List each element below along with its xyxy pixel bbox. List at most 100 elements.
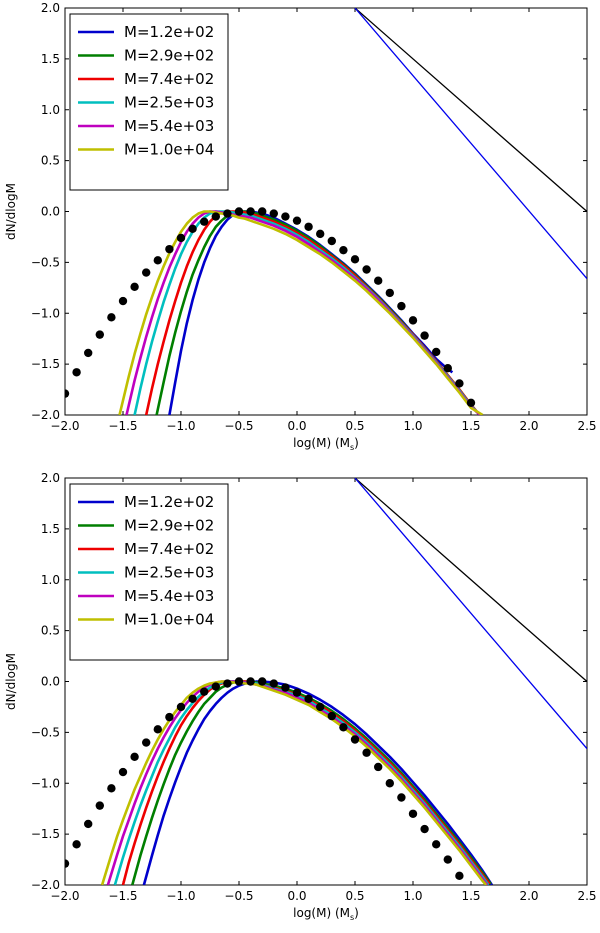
y-tick-label: −2.0 — [31, 878, 60, 892]
data-point — [397, 301, 406, 311]
y-tick-label: −2.0 — [31, 408, 60, 422]
legend-label: M=1.0e+04 — [124, 611, 214, 629]
data-point — [258, 207, 267, 216]
x-axis-title: log(M) (Ms) — [293, 436, 359, 452]
data-point — [374, 276, 383, 285]
legend-label: M=1.2e+02 — [124, 23, 214, 41]
reference-line-slope-black — [354, 8, 587, 212]
data-point — [142, 738, 151, 747]
data-point — [292, 688, 302, 697]
data-point — [72, 840, 81, 849]
data-point — [107, 784, 116, 793]
x-tick-label: −1.5 — [108, 889, 137, 903]
data-point — [339, 245, 348, 255]
data-point — [95, 330, 105, 339]
x-axis-title-main: log(M) (M — [293, 906, 350, 920]
y-tick-label: −1.0 — [31, 776, 60, 790]
data-point — [350, 735, 360, 744]
data-point — [84, 348, 93, 358]
x-tick-label: 0.5 — [345, 419, 364, 433]
data-point — [176, 702, 186, 712]
x-tick-label: 2.0 — [519, 419, 538, 433]
data-point — [211, 682, 220, 691]
data-point — [246, 677, 255, 686]
x-tick-label: −0.5 — [224, 419, 253, 433]
y-tick-label: 1.0 — [41, 103, 60, 117]
legend-label: M=2.9e+02 — [124, 517, 214, 535]
legend-label: M=2.5e+03 — [124, 94, 214, 112]
data-point — [339, 723, 348, 732]
data-point — [432, 347, 441, 357]
y-tick-label: −0.5 — [31, 255, 60, 269]
data-point — [443, 363, 452, 373]
data-point — [269, 679, 278, 688]
data-point — [281, 212, 290, 221]
legend-label: M=1.2e+02 — [124, 493, 214, 511]
x-tick-label: 2.5 — [577, 889, 596, 903]
data-point — [130, 282, 139, 291]
x-axis-title-sub: s — [350, 443, 354, 452]
data-point — [223, 679, 232, 688]
x-tick-label: −2.0 — [50, 419, 79, 433]
x-tick-label: 0.0 — [287, 889, 306, 903]
y-tick-label: 2.0 — [41, 1, 60, 15]
data-point — [130, 752, 139, 761]
data-point — [188, 694, 197, 703]
data-point — [432, 840, 441, 849]
data-point — [200, 687, 209, 696]
x-tick-label: 0.5 — [345, 889, 364, 903]
legend-label: M=5.4e+03 — [124, 587, 214, 605]
data-point — [118, 296, 128, 306]
x-tick-label: 2.5 — [577, 419, 596, 433]
data-point — [455, 871, 464, 881]
data-point — [455, 379, 464, 388]
data-point — [211, 212, 220, 221]
data-point — [84, 819, 93, 829]
data-point — [234, 207, 244, 216]
data-point — [95, 801, 105, 810]
y-tick-label: 1.5 — [41, 522, 60, 536]
x-tick-label: −1.0 — [166, 419, 195, 433]
reference-line-slope-blue — [354, 8, 587, 280]
x-axis-title: log(M) (Ms) — [293, 906, 359, 922]
plot-area — [65, 8, 587, 415]
data-point — [281, 683, 290, 692]
x-tick-label: 1.0 — [403, 419, 422, 433]
data-point — [316, 229, 325, 239]
data-point — [304, 694, 313, 703]
data-point — [362, 265, 371, 274]
y-tick-label: −1.0 — [31, 306, 60, 320]
x-tick-label: 1.5 — [461, 889, 480, 903]
data-point — [176, 233, 186, 243]
data-point — [304, 222, 313, 231]
plot-area — [65, 478, 587, 885]
data-point — [153, 725, 162, 734]
data-point — [188, 224, 197, 233]
data-point — [362, 748, 371, 757]
x-tick-label: 1.0 — [403, 889, 422, 903]
y-tick-label: −1.5 — [31, 827, 60, 841]
x-tick-label: 1.5 — [461, 419, 480, 433]
y-tick-label: 0.5 — [41, 624, 60, 638]
x-tick-label: −2.0 — [50, 889, 79, 903]
data-point — [153, 256, 162, 265]
x-tick-label: −0.5 — [224, 889, 253, 903]
data-point — [385, 779, 394, 788]
legend-label: M=2.9e+02 — [124, 47, 214, 65]
data-point — [65, 859, 70, 868]
legend-label: M=1.0e+04 — [124, 141, 214, 159]
data-point — [223, 209, 232, 218]
y-axis-title: dN/dlogM — [4, 653, 18, 710]
legend-label: M=7.4e+02 — [124, 540, 214, 558]
x-axis-title-main: log(M) (M — [293, 436, 350, 450]
data-point — [246, 207, 255, 216]
x-tick-label: 2.0 — [519, 889, 538, 903]
data-point — [350, 255, 360, 264]
data-point — [165, 712, 174, 722]
x-tick-label: −1.0 — [166, 889, 195, 903]
y-axis-title: dN/dlogM — [4, 183, 18, 240]
x-axis-title-close: ) — [354, 906, 359, 920]
data-point — [327, 236, 336, 246]
legend-label: M=7.4e+02 — [124, 70, 214, 88]
data-point — [72, 368, 81, 377]
